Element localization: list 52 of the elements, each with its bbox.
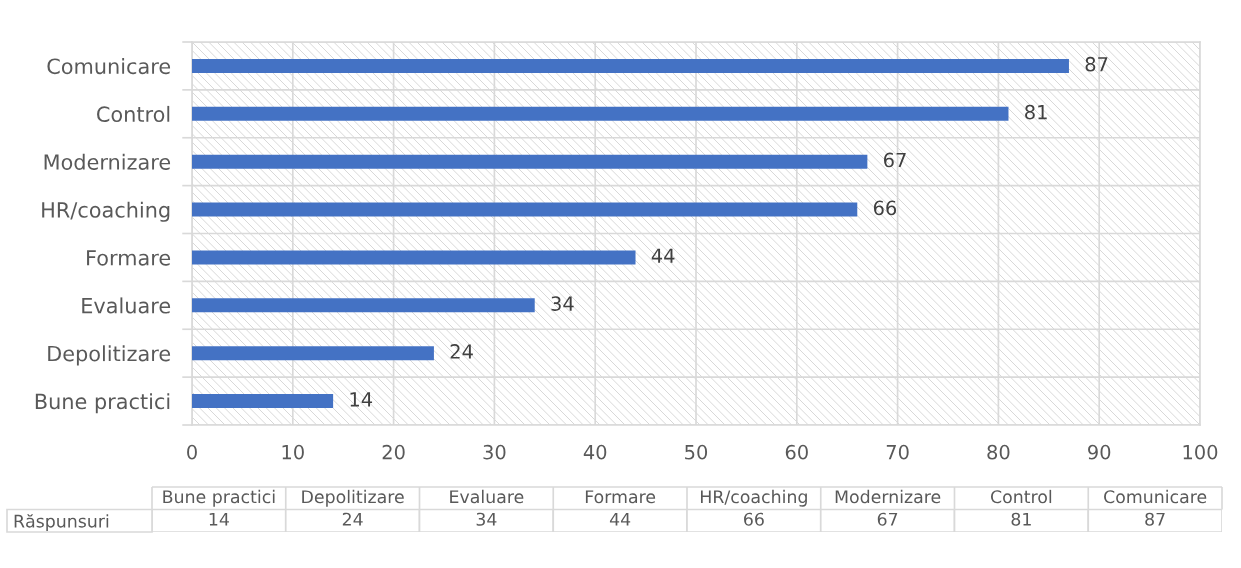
y-tick-label: Modernizare [44,153,171,170]
bar [192,394,334,408]
x-tick-label: Comunicare [1104,489,1207,504]
bar [192,250,636,265]
y-tick-label: Comunicare [47,58,171,75]
data-label: 34 [476,512,497,526]
data-label: 66 [873,200,897,216]
data-label: 66 [744,512,764,526]
x-tick-label: 100 [1183,444,1218,460]
data-label: 44 [651,248,675,263]
data-label: 67 [877,512,898,526]
x-tick-label: Control [990,489,1052,504]
data-label: 14 [209,512,229,526]
y-tick-label: Formare [87,250,171,266]
x-tick-label: 70 [886,444,909,460]
y-tick-label: Depolitizare [48,345,171,366]
x-tick-label: 90 [1088,444,1111,460]
y-tick-label: Bune practici [35,393,170,414]
data-label: 87 [1145,512,1165,526]
x-tick-label: 50 [685,444,708,460]
data-label: 24 [450,344,473,359]
bar [192,202,858,217]
x-tick-label: 0 [187,444,197,460]
bar [192,298,535,313]
y-tick-label: Control [97,105,170,123]
x-tick-label: Evaluare [450,489,524,504]
bar [192,59,1069,73]
data-label: 81 [1011,512,1031,526]
y-tick-label: HR/coaching [42,201,170,222]
data-label: 67 [884,152,906,168]
y-tick-label: Răspunsuri [14,514,109,531]
x-tick-label: 30 [483,444,506,460]
x-tick-label: Depolitizare [302,489,404,507]
data-label: 34 [551,296,574,311]
x-tick-label: 10 [282,444,304,460]
bar [192,346,434,361]
bar [192,154,868,169]
x-tick-label: HR/coaching [700,489,807,507]
x-tick-label: 80 [987,444,1010,460]
x-tick-label: 60 [785,444,808,460]
data-label: 44 [609,512,631,526]
data-label: 14 [350,392,373,407]
bar [192,106,1009,121]
y-tick-label: Evaluare [82,297,171,314]
x-tick-label: Modernizare [835,489,941,504]
data-label: 81 [1025,104,1047,120]
x-tick-label: Bune practici [163,489,275,507]
data-label: 24 [342,512,363,526]
x-tick-label: Formare [585,490,656,504]
x-tick-label: 20 [382,444,405,460]
x-tick-label: 40 [583,444,607,460]
data-label: 87 [1085,56,1108,72]
